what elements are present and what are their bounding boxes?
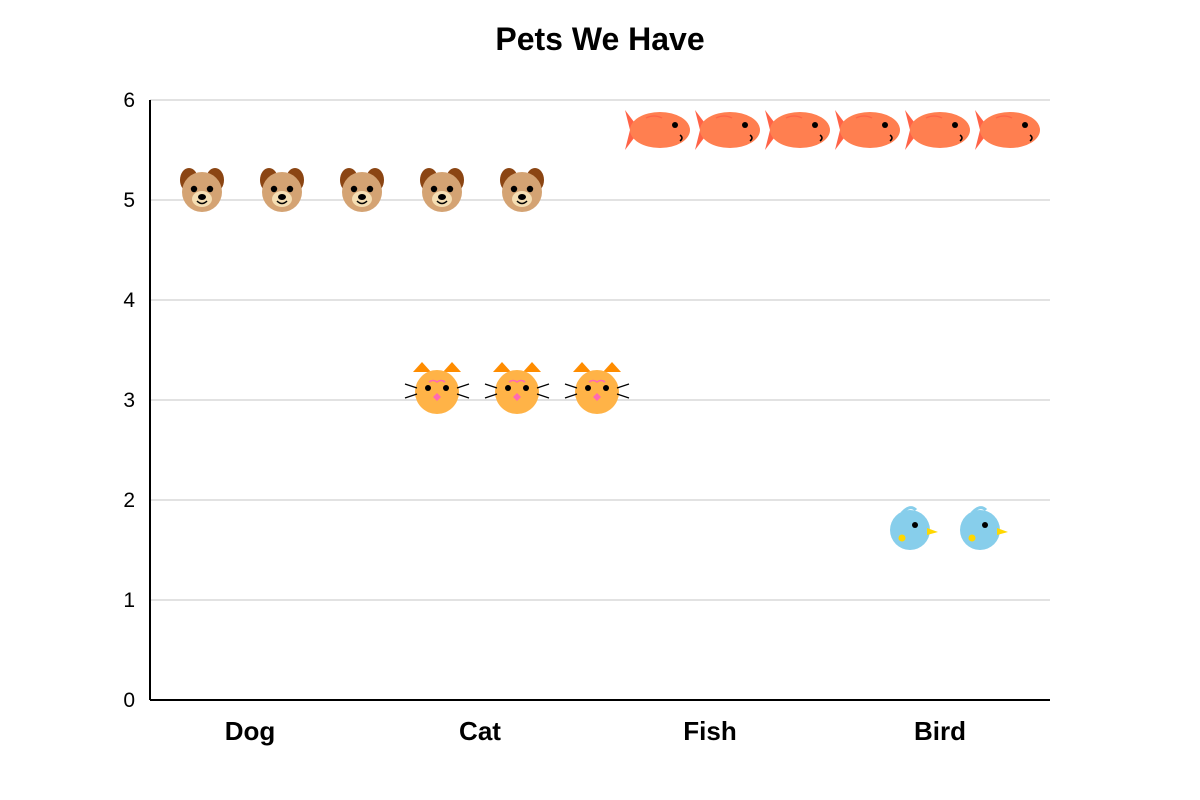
y-tick-label: 3 xyxy=(123,389,135,412)
x-category-label: Dog xyxy=(225,716,276,746)
x-category-label: Bird xyxy=(914,716,966,746)
y-tick-label: 2 xyxy=(123,489,135,512)
chart-title: Pets We Have xyxy=(495,21,704,57)
y-axis-ticks: 0 1 2 3 4 5 6 xyxy=(123,89,135,712)
cat-icon xyxy=(564,362,630,414)
cat-icon xyxy=(404,362,470,414)
cat-icon xyxy=(484,362,550,414)
bird-icon xyxy=(890,506,938,550)
y-tick-label: 5 xyxy=(123,189,135,212)
dog-icon xyxy=(260,168,304,212)
dog-icon xyxy=(180,168,224,212)
x-category-label: Cat xyxy=(459,716,501,746)
fish-icon xyxy=(975,110,1040,150)
y-tick-label: 4 xyxy=(123,289,135,312)
dog-icon xyxy=(420,168,464,212)
fish-icon xyxy=(625,110,690,150)
y-tick-label: 1 xyxy=(123,589,135,612)
dog-icon xyxy=(340,168,384,212)
pictograph-icons xyxy=(180,110,1040,550)
y-tick-label: 6 xyxy=(123,89,135,112)
fish-icon xyxy=(695,110,760,150)
bird-icon xyxy=(960,506,1008,550)
fish-icon xyxy=(905,110,970,150)
x-category-label: Fish xyxy=(683,716,736,746)
dog-icon xyxy=(500,168,544,212)
fish-icon xyxy=(765,110,830,150)
y-tick-label: 0 xyxy=(123,689,135,712)
x-axis-categories: Dog Cat Fish Bird xyxy=(225,716,966,746)
fish-icon xyxy=(835,110,900,150)
